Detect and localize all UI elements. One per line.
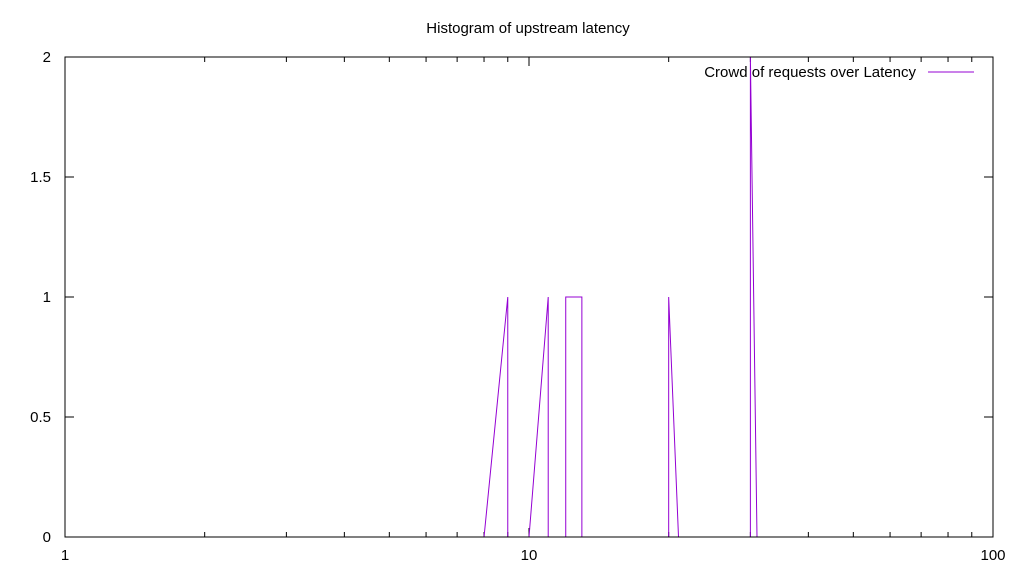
x-tick-label: 1 — [61, 547, 69, 564]
series-lines — [483, 56, 758, 538]
series-line — [483, 56, 758, 538]
y-tick-label: 2 — [43, 49, 51, 66]
y-tick-label: 0 — [43, 529, 51, 546]
tick-marks — [64, 56, 994, 538]
x-tick-label: 100 — [980, 547, 1005, 564]
legend-label: Crowd of requests over Latency — [704, 64, 916, 81]
chart-title: Histogram of upstream latency — [426, 20, 630, 37]
y-tick-label: 1.5 — [30, 169, 51, 186]
y-tick-label: 1 — [43, 289, 51, 306]
y-tick-label: 0.5 — [30, 409, 51, 426]
legend: Crowd of requests over Latency — [704, 64, 974, 81]
tick-labels: 0 0.5 1 1.5 2 1 10 100 — [30, 49, 1005, 564]
x-tick-label: 10 — [521, 547, 538, 564]
plot-frame — [64, 56, 994, 538]
